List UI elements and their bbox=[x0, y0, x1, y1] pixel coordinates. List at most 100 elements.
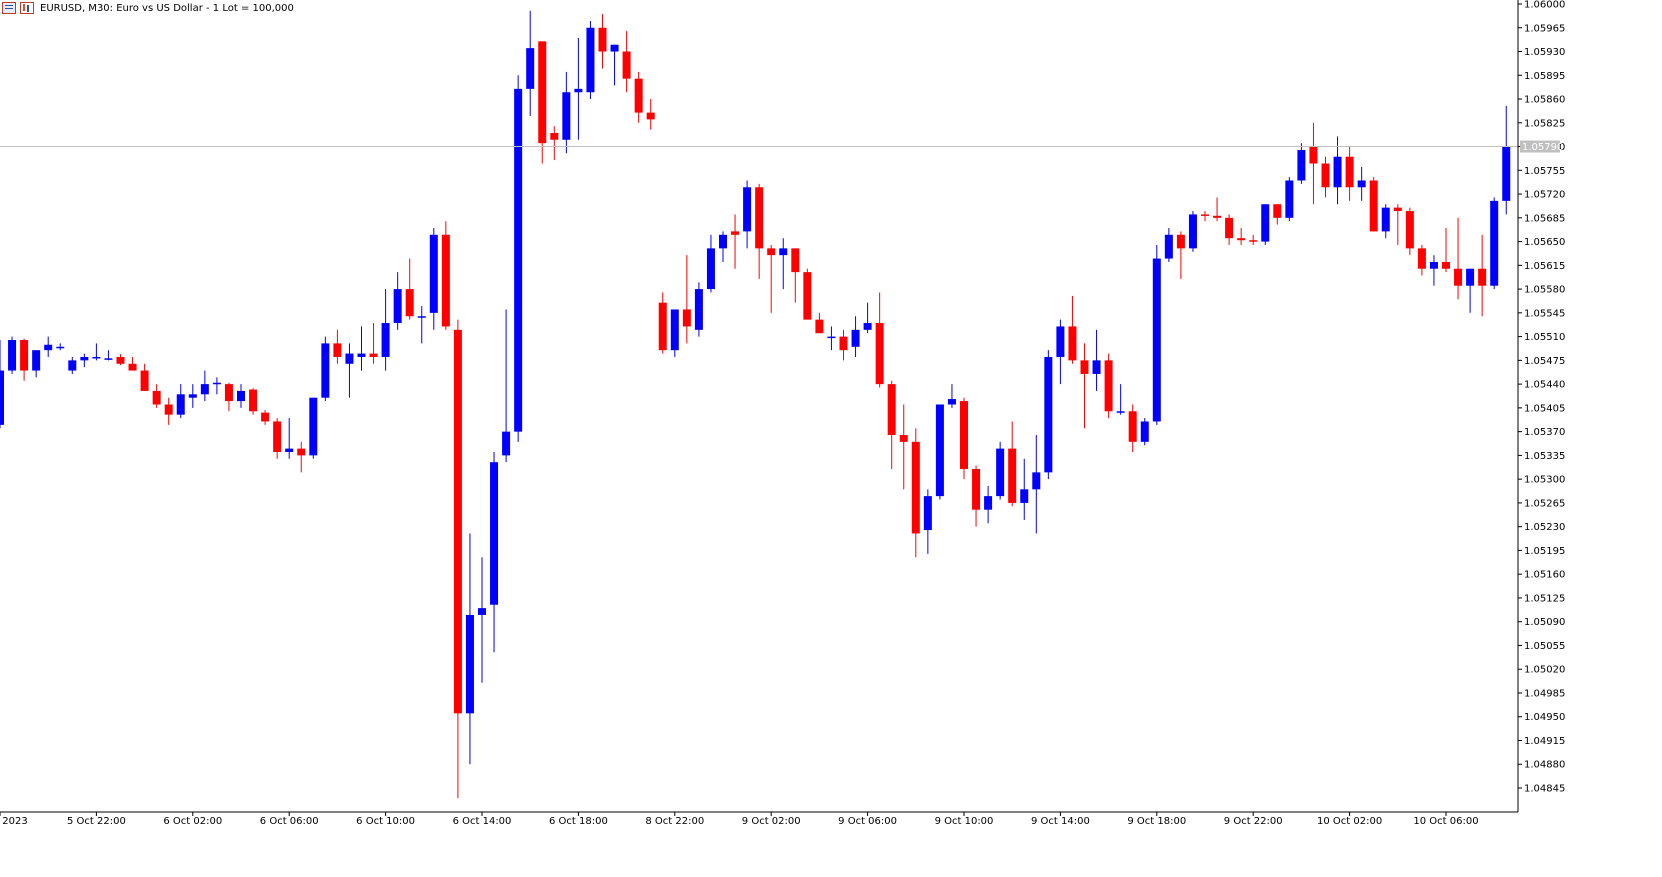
candle[interactable] bbox=[694, 282, 703, 337]
candle[interactable] bbox=[899, 404, 908, 490]
candle[interactable] bbox=[972, 465, 981, 527]
candle[interactable] bbox=[1249, 234, 1258, 245]
candle[interactable] bbox=[562, 71, 571, 154]
candle[interactable] bbox=[911, 428, 920, 558]
candle[interactable] bbox=[20, 338, 29, 381]
candle[interactable] bbox=[719, 231, 727, 262]
candle[interactable] bbox=[682, 255, 691, 344]
candle[interactable] bbox=[803, 268, 812, 320]
candle[interactable] bbox=[960, 397, 968, 480]
candle[interactable] bbox=[1333, 136, 1342, 205]
candle[interactable] bbox=[827, 326, 836, 351]
candle[interactable] bbox=[465, 533, 474, 765]
candle[interactable] bbox=[767, 244, 776, 313]
candle[interactable] bbox=[1285, 177, 1294, 222]
candle[interactable] bbox=[526, 10, 535, 116]
candle[interactable] bbox=[273, 418, 282, 459]
candle[interactable] bbox=[1020, 458, 1029, 520]
candle[interactable] bbox=[393, 272, 402, 330]
candle[interactable] bbox=[104, 350, 113, 361]
candle[interactable] bbox=[598, 14, 607, 69]
candle[interactable] bbox=[791, 248, 800, 303]
candle[interactable] bbox=[405, 258, 414, 320]
candle[interactable] bbox=[32, 350, 41, 378]
candle[interactable] bbox=[923, 489, 932, 554]
candle[interactable] bbox=[1176, 231, 1185, 279]
candle[interactable] bbox=[1213, 197, 1222, 222]
candle[interactable] bbox=[743, 180, 752, 249]
candle[interactable] bbox=[200, 370, 209, 402]
candle[interactable] bbox=[1442, 228, 1450, 273]
candle[interactable] bbox=[514, 75, 523, 442]
candle[interactable] bbox=[80, 353, 89, 368]
candle[interactable] bbox=[56, 343, 65, 351]
candle[interactable] bbox=[417, 306, 426, 344]
candle[interactable] bbox=[297, 441, 306, 473]
candle[interactable] bbox=[92, 343, 101, 361]
candle[interactable] bbox=[1490, 197, 1499, 290]
candle[interactable] bbox=[176, 384, 185, 419]
candle[interactable] bbox=[863, 302, 872, 334]
candle[interactable] bbox=[116, 354, 125, 366]
candle[interactable] bbox=[1369, 177, 1378, 232]
candle[interactable] bbox=[237, 384, 245, 408]
candle[interactable] bbox=[345, 343, 354, 398]
candle[interactable] bbox=[755, 183, 764, 279]
candle[interactable] bbox=[947, 384, 956, 408]
candle[interactable] bbox=[839, 329, 848, 361]
candle[interactable] bbox=[0, 340, 4, 429]
candle[interactable] bbox=[1429, 255, 1438, 286]
candle[interactable] bbox=[1357, 166, 1366, 201]
candle[interactable] bbox=[502, 309, 511, 463]
candle[interactable] bbox=[875, 292, 884, 388]
candle[interactable] bbox=[1128, 404, 1137, 452]
candle[interactable] bbox=[1309, 122, 1318, 205]
candle[interactable] bbox=[224, 382, 233, 412]
candle[interactable] bbox=[851, 316, 860, 357]
candle[interactable] bbox=[1454, 217, 1463, 300]
candle[interactable] bbox=[1405, 207, 1414, 256]
candle[interactable] bbox=[128, 356, 137, 371]
candle[interactable] bbox=[188, 384, 197, 408]
candle[interactable] bbox=[1261, 204, 1270, 245]
candle[interactable] bbox=[8, 336, 17, 374]
candle[interactable] bbox=[212, 377, 221, 395]
candle[interactable] bbox=[634, 71, 643, 123]
candle[interactable] bbox=[1044, 350, 1053, 480]
list-icon[interactable] bbox=[2, 2, 16, 14]
candle[interactable] bbox=[1056, 319, 1065, 385]
candle[interactable] bbox=[1008, 421, 1017, 507]
candle[interactable] bbox=[478, 557, 486, 683]
candle[interactable] bbox=[453, 319, 462, 799]
candle[interactable] bbox=[429, 228, 438, 330]
candle[interactable] bbox=[261, 409, 270, 425]
candle[interactable] bbox=[1273, 204, 1282, 225]
candle[interactable] bbox=[1502, 105, 1511, 215]
candle[interactable] bbox=[249, 388, 258, 415]
candle[interactable] bbox=[441, 221, 450, 330]
chart-bars-icon[interactable] bbox=[20, 2, 34, 14]
candle[interactable] bbox=[321, 336, 330, 402]
candle[interactable] bbox=[1080, 343, 1089, 429]
candle[interactable] bbox=[1032, 435, 1041, 534]
candle[interactable] bbox=[1321, 156, 1330, 198]
candle[interactable] bbox=[610, 44, 619, 86]
candle[interactable] bbox=[779, 238, 788, 290]
candle[interactable] bbox=[164, 397, 173, 425]
candle[interactable] bbox=[1297, 143, 1306, 184]
candle[interactable] bbox=[1478, 234, 1487, 317]
candle[interactable] bbox=[357, 326, 366, 371]
candle[interactable] bbox=[381, 289, 390, 371]
candle[interactable] bbox=[44, 336, 53, 357]
candle[interactable] bbox=[935, 404, 944, 500]
candle[interactable] bbox=[574, 37, 583, 140]
candle[interactable] bbox=[140, 363, 149, 391]
candle[interactable] bbox=[1345, 146, 1354, 201]
candle[interactable] bbox=[152, 384, 161, 408]
candle[interactable] bbox=[1237, 228, 1246, 245]
candle[interactable] bbox=[887, 380, 896, 469]
candle[interactable] bbox=[1152, 244, 1161, 425]
candle[interactable] bbox=[285, 418, 294, 459]
